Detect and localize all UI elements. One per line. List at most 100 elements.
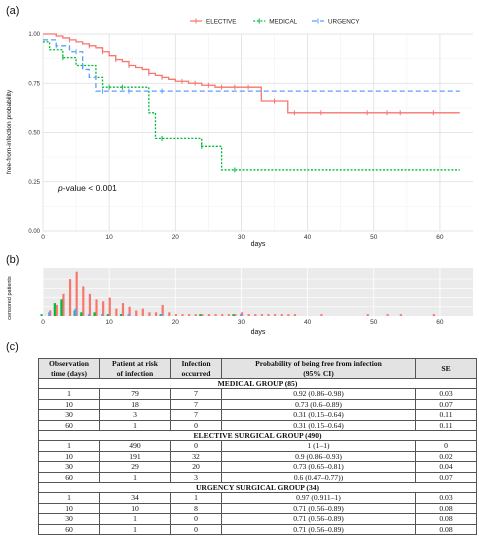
table-cell: 0.08 [415,502,477,515]
censored-bar-medical [199,314,202,316]
table-cell: 0.04 [415,461,477,473]
censored-bar-elective [161,304,164,316]
km-chart: (a) ELECTIVE MEDICAL URGENCY 0 10 20 30 40 50 60… [6,5,473,248]
censored-bar-elective [214,314,217,316]
column-header: Probability of being free from infection… [221,358,416,379]
group-title: URGENCY SURGICAL GROUP (34) [38,482,477,494]
table-row: 60 1 3 0.6 (0.47–0.77)) 0.07 [38,471,477,484]
table-cell: 0.73 (0.6–0.89) [221,398,416,411]
table-cell: 30 [38,513,100,525]
table-cell: 0 [170,523,222,536]
censored-bar-elective [121,303,125,316]
table-cell: 0.11 [415,409,477,421]
censored-bar-elective [320,314,323,316]
censored-bar-elective [194,314,197,316]
table-cell: 1 [99,419,171,432]
censored-bar-elective [274,314,277,316]
censored-bar-elective [62,293,65,316]
censored-bars [40,271,436,316]
p-value-annotation: p-value < 0.001 [57,183,117,193]
x-tick-label: 0 [41,319,45,326]
censored-bar-elective [254,314,257,316]
table-row: 10 10 8 0.71 (0.56–0.89) 0.08 [38,502,477,515]
censored-bar-urgency [74,308,77,316]
censored-bar-elective [128,306,131,316]
censored-bar-elective [207,314,211,316]
km-line-elective [43,33,460,114]
censored-bar-medical [119,314,123,316]
censored-bar-medical [106,314,109,316]
table-cell: 0.71 (0.56–0.89) [221,523,416,536]
table-row: 10 18 7 0.73 (0.6–0.89) 0.07 [38,398,477,411]
x-tick-label: 30 [238,234,246,241]
censored-bar-elective [227,314,230,316]
table-row: 60 1 0 0.71 (0.56–0.89) 0.08 [38,523,477,536]
censored-bar-elective [399,314,402,316]
table-cell: 32 [170,450,222,463]
censored-bar-elective [260,314,264,316]
table-row: 30 1 0 0.71 (0.56–0.89) 0.08 [38,513,477,525]
censored-bar-elective [82,286,85,316]
table-cell: 3 [99,409,171,421]
table-row: 10 191 32 0.9 (0.86–0.93) 0.02 [38,450,477,463]
table-row: 1 79 7 0.92 (0.86–0.98) 0.03 [38,388,477,400]
x-tick-label: 0 [41,234,45,241]
censored-y-axis-label: censored patients [7,276,13,320]
censored-x-axis-label: days [251,329,266,336]
table-cell: 1 [99,513,171,525]
censored-bar-elective [267,314,270,316]
x-tick-label: 30 [238,319,246,326]
y-tick-label: 0.25 [28,180,40,186]
table-cell: 1 [38,492,100,504]
censored-bar-elective [168,312,171,316]
table-cell: 0.71 (0.56–0.89) [221,502,416,515]
column-header: Patient at risk of infection [99,358,171,379]
table-cell: 0.92 (0.86–0.98) [221,388,416,400]
table-cell: 0 [170,419,222,432]
censored-bar-elective [75,271,78,316]
x-tick-label: 60 [436,319,444,326]
censored-panel-bg [43,268,473,316]
table-body: MEDICAL GROUP (85) 1 79 7 0.92 (0.86–0.98) 0.… [38,377,477,536]
censored-bar-urgency [101,314,104,316]
censored-bar-medical [93,312,96,316]
table-group-row: MEDICAL GROUP (85) [38,377,477,390]
censored-bar-urgency [87,314,91,316]
table-cell: 1 [99,523,171,536]
censored-bar-elective [141,308,144,316]
table-cell: 0.08 [415,523,477,536]
table-cell: 0.31 (0.15–0.64) [221,409,416,421]
legend-label: MEDICAL [269,19,297,26]
table-cell: 0.11 [415,419,477,432]
table-cell: 0.97 (0.911–1) [221,492,416,504]
table-cell: 0.73 (0.65–0.81) [221,461,416,473]
table-cell: 60 [38,419,100,432]
x-tick-label: 40 [304,234,312,241]
censored-bar-urgency [48,312,51,316]
censored-bar-elective [247,314,250,316]
km-legend: ELECTIVE MEDICAL URGENCY [190,18,360,26]
table-cell: 1 (1–1) [221,440,416,452]
table-cell: 7 [170,388,222,400]
table-cell: 60 [38,471,100,484]
table-cell: 0 [415,440,477,452]
table-group-row: URGENCY SURGICAL GROUP (34) [38,482,477,494]
censored-bar-medical [80,312,83,316]
censored-bar-urgency [239,314,243,316]
km-grid [42,33,473,232]
km-y-axis-label: free-from-infection probability [6,89,13,174]
column-header: SE [415,358,477,379]
table-cell: 0.07 [415,398,477,411]
censored-bar-elective [135,310,138,316]
censored-bar-elective [154,312,158,316]
table-cell: 0.08 [415,513,477,525]
column-header: Infection occurred [170,358,222,379]
x-tick-label: 10 [106,319,114,326]
censored-bar-elective [201,314,204,316]
censored-bar-elective [188,314,191,316]
table-cell: 0.6 (0.47–0.77)) [221,471,416,484]
group-title: ELECTIVE SURGICAL GROUP (490) [38,430,477,442]
censored-bar-elective [181,314,184,316]
table-cell: 0.07 [415,471,477,484]
table-cell: 0.03 [415,492,477,504]
